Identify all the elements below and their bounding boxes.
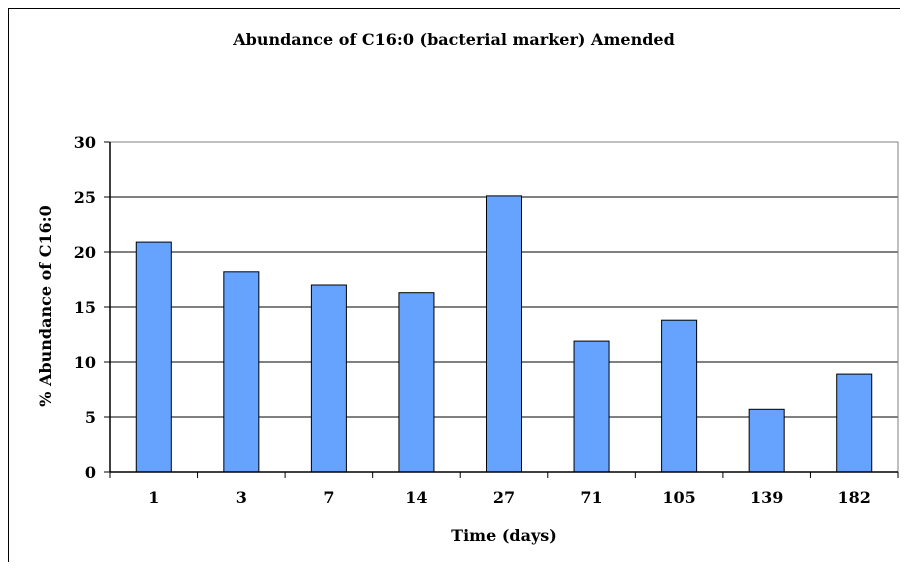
x-tick-label: 71	[580, 488, 602, 507]
y-tick-labels: 0 5 10 15 20 25 30	[74, 133, 96, 482]
x-tick-label: 3	[236, 488, 247, 507]
x-tick-labels: 1 3 7 14 27 71 105 139 182	[148, 488, 871, 507]
y-tick-label: 25	[74, 188, 96, 207]
bar	[485, 195, 523, 473]
y-axis-label: % Abundance of C16:0	[36, 205, 55, 406]
y-tick-label: 15	[74, 298, 96, 317]
x-tick-label: 14	[405, 488, 427, 507]
y-tick-label: 20	[74, 243, 96, 262]
y-tick-label: 10	[74, 353, 96, 372]
y-tick-label: 0	[85, 463, 96, 482]
bar	[135, 241, 172, 473]
bar	[661, 319, 698, 473]
x-axis-label: Time (days)	[451, 526, 557, 545]
y-tick-label: 30	[74, 133, 96, 152]
x-tick-label: 7	[323, 488, 334, 507]
bar	[573, 340, 610, 473]
x-tick-label: 139	[750, 488, 783, 507]
y-tick-label: 5	[85, 408, 96, 427]
bar	[836, 373, 873, 473]
x-tick-label: 1	[148, 488, 159, 507]
axes	[104, 141, 899, 478]
x-tick-label: 27	[493, 488, 515, 507]
x-tick-label: 105	[662, 488, 695, 507]
bar	[748, 408, 785, 473]
bar	[310, 284, 347, 473]
bar	[398, 292, 435, 473]
chart-frame	[8, 8, 900, 562]
bar	[223, 271, 260, 473]
chart-title: Abundance of C16:0 (bacterial marker) Am…	[232, 30, 675, 49]
x-tick-label: 182	[838, 488, 871, 507]
bars	[135, 195, 873, 473]
